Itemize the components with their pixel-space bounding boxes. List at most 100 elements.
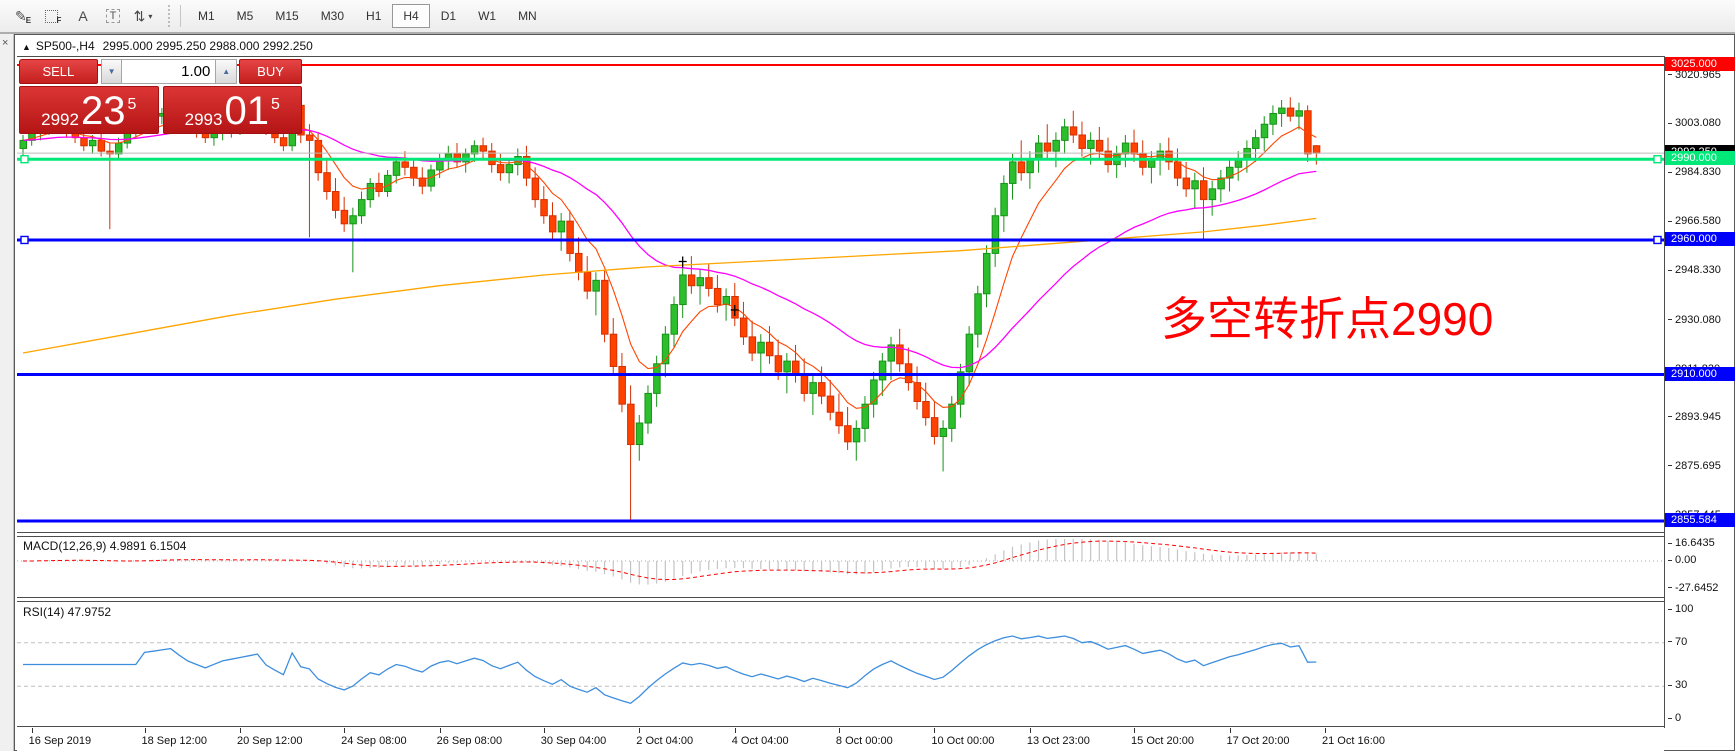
one-click-trading-panel: SELL ▼ ▲ BUY 2992 23 5 2993 01 5 bbox=[19, 59, 303, 134]
line-handle bbox=[1653, 235, 1662, 245]
time-tick bbox=[1229, 728, 1231, 733]
date-label: 30 Sep 04:00 bbox=[540, 735, 607, 747]
price-badge: 2960.000 bbox=[1665, 231, 1735, 246]
time-tick bbox=[1325, 728, 1326, 733]
date-label: 21 Oct 16:00 bbox=[1322, 735, 1385, 747]
draw-objects-icon[interactable]: ✎ E bbox=[8, 3, 38, 29]
sell-button[interactable]: SELL bbox=[19, 59, 98, 84]
price-axis[interactable]: 3020.965 3003.080 2984.830 2966.580 2948.330… bbox=[1665, 35, 1735, 728]
line-handle bbox=[1653, 155, 1662, 164]
toolbar-drag-handle[interactable] bbox=[168, 5, 176, 27]
line-handle bbox=[20, 235, 29, 245]
timeframe-button-m15[interactable]: M15 bbox=[264, 4, 309, 28]
macd-label: MACD(12,26,9) 4.9891 6.1504 bbox=[23, 539, 187, 553]
scale-label: 2948.330 bbox=[1668, 264, 1721, 276]
time-tick bbox=[734, 728, 736, 733]
arrange-arrows-icon[interactable]: ⇅ ▾ bbox=[128, 3, 158, 29]
price-badge: 2990.000 bbox=[1665, 151, 1735, 166]
timeframe-button-d1[interactable]: D1 bbox=[430, 4, 467, 28]
scale-label: 2930.080 bbox=[1668, 314, 1721, 326]
macd-indicator-pane[interactable] bbox=[17, 536, 1664, 598]
timeframe-button-m30[interactable]: M30 bbox=[310, 4, 355, 28]
close-icon[interactable]: × bbox=[2, 37, 9, 49]
time-tick bbox=[1134, 728, 1136, 733]
scale-label: 16.6435 bbox=[1668, 537, 1715, 549]
volume-increase-button[interactable]: ▲ bbox=[215, 59, 238, 84]
date-label: 15 Oct 20:00 bbox=[1131, 735, 1195, 747]
chart-title: ▲ SP500-,H4 2995.000 2995.250 2988.000 299… bbox=[22, 39, 313, 53]
price-badge: 2855.584 bbox=[1665, 513, 1735, 528]
date-label: 10 Oct 00:00 bbox=[931, 735, 995, 747]
date-label: 26 Sep 08:00 bbox=[436, 735, 503, 747]
scale-label: 0.00 bbox=[1668, 554, 1696, 566]
timeframe-button-w1[interactable]: W1 bbox=[467, 4, 507, 28]
price-axis-border bbox=[1664, 56, 1665, 728]
rsi-line bbox=[23, 635, 1317, 705]
timeframe-button-h1[interactable]: H1 bbox=[355, 4, 392, 28]
scale-label: 100 bbox=[1668, 603, 1693, 615]
macd-histogram bbox=[31, 539, 1317, 585]
markers-layer bbox=[678, 256, 739, 316]
date-label: 2 Oct 04:00 bbox=[636, 735, 694, 747]
chart-annotation: 多空转折点2990 bbox=[1161, 293, 1494, 345]
macd-signal-line bbox=[23, 540, 1317, 581]
time-tick bbox=[838, 728, 840, 733]
timeframe-button-m1[interactable]: M1 bbox=[187, 4, 226, 28]
time-tick bbox=[1029, 728, 1031, 733]
buy-price-display[interactable]: 2993 01 5 bbox=[162, 86, 302, 134]
toolbar-separator bbox=[180, 5, 181, 27]
moving-averages-layer bbox=[22, 121, 1317, 409]
date-label: 13 Oct 23:00 bbox=[1026, 735, 1090, 747]
timeframe-button-m5[interactable]: M5 bbox=[226, 4, 265, 28]
sell-price-pipette: 5 bbox=[127, 96, 137, 113]
time-tick bbox=[543, 728, 545, 733]
main-price-chart[interactable] bbox=[17, 56, 1664, 533]
time-tick bbox=[240, 728, 241, 733]
timeframe-button-mn[interactable]: MN bbox=[507, 4, 548, 28]
expand-arrow-icon[interactable]: ▲ bbox=[22, 42, 31, 52]
collapsed-panel-strip: × bbox=[0, 34, 14, 751]
rsi-indicator-pane[interactable] bbox=[17, 601, 1664, 727]
time-tick bbox=[344, 728, 346, 733]
date-label: 24 Sep 08:00 bbox=[341, 735, 407, 747]
scale-label: 2984.830 bbox=[1668, 166, 1721, 178]
timeframe-button-h4[interactable]: H4 bbox=[392, 4, 430, 28]
scale-label: 2966.580 bbox=[1668, 215, 1721, 227]
text-label-icon[interactable]: A bbox=[68, 3, 98, 29]
price-badge: 3025.000 bbox=[1665, 57, 1735, 71]
time-tick bbox=[639, 728, 641, 733]
chart-window: ▲ SP500-,H4 2995.000 2995.250 2988.000 299… bbox=[14, 34, 1735, 751]
scale-label: 2893.945 bbox=[1668, 411, 1721, 423]
date-label: 17 Oct 20:00 bbox=[1226, 735, 1290, 747]
date-label: 4 Oct 04:00 bbox=[731, 735, 789, 747]
scale-label: 3003.080 bbox=[1668, 117, 1721, 129]
buy-price-pips: 01 bbox=[224, 89, 269, 133]
toolbar: ✎ E F A T ⇅ ▾ M1 M5 M15 M30 H1 H4 D1 W1 MN bbox=[0, 0, 1735, 34]
text-box-icon[interactable]: T bbox=[98, 3, 128, 29]
rsi-label: RSI(14) 47.9752 bbox=[23, 605, 112, 619]
grid-objects-icon[interactable]: F bbox=[38, 3, 68, 29]
volume-input[interactable] bbox=[122, 59, 216, 84]
time-tick bbox=[934, 728, 936, 733]
date-label: 8 Oct 00:00 bbox=[835, 735, 893, 747]
medium-ema-line bbox=[22, 128, 1317, 369]
scale-label: 2875.695 bbox=[1668, 460, 1721, 472]
price-badge: 2910.000 bbox=[1665, 366, 1735, 381]
time-tick bbox=[144, 728, 146, 733]
sell-price-big-figure: 2992 bbox=[41, 110, 79, 129]
scale-label: 0 bbox=[1668, 712, 1681, 724]
sell-price-display[interactable]: 2992 23 5 bbox=[19, 86, 159, 134]
date-label: 18 Sep 12:00 bbox=[141, 735, 207, 747]
horizontal-lines-layer bbox=[17, 64, 1664, 523]
chart-symbol-timeframe: SP500-,H4 bbox=[35, 39, 95, 53]
time-axis[interactable]: 16 Sep 2019 18 Sep 12:00 20 Sep 12:00 24 Se… bbox=[17, 728, 1664, 751]
fast-ema-line bbox=[22, 121, 1317, 409]
buy-button[interactable]: BUY bbox=[239, 59, 303, 84]
scale-label: -27.6452 bbox=[1668, 582, 1718, 594]
scale-label: 70 bbox=[1668, 636, 1687, 648]
time-tick bbox=[439, 728, 441, 733]
scale-label: 3020.965 bbox=[1668, 69, 1721, 81]
volume-decrease-button[interactable]: ▼ bbox=[100, 59, 123, 84]
buy-price-pipette: 5 bbox=[270, 96, 280, 113]
